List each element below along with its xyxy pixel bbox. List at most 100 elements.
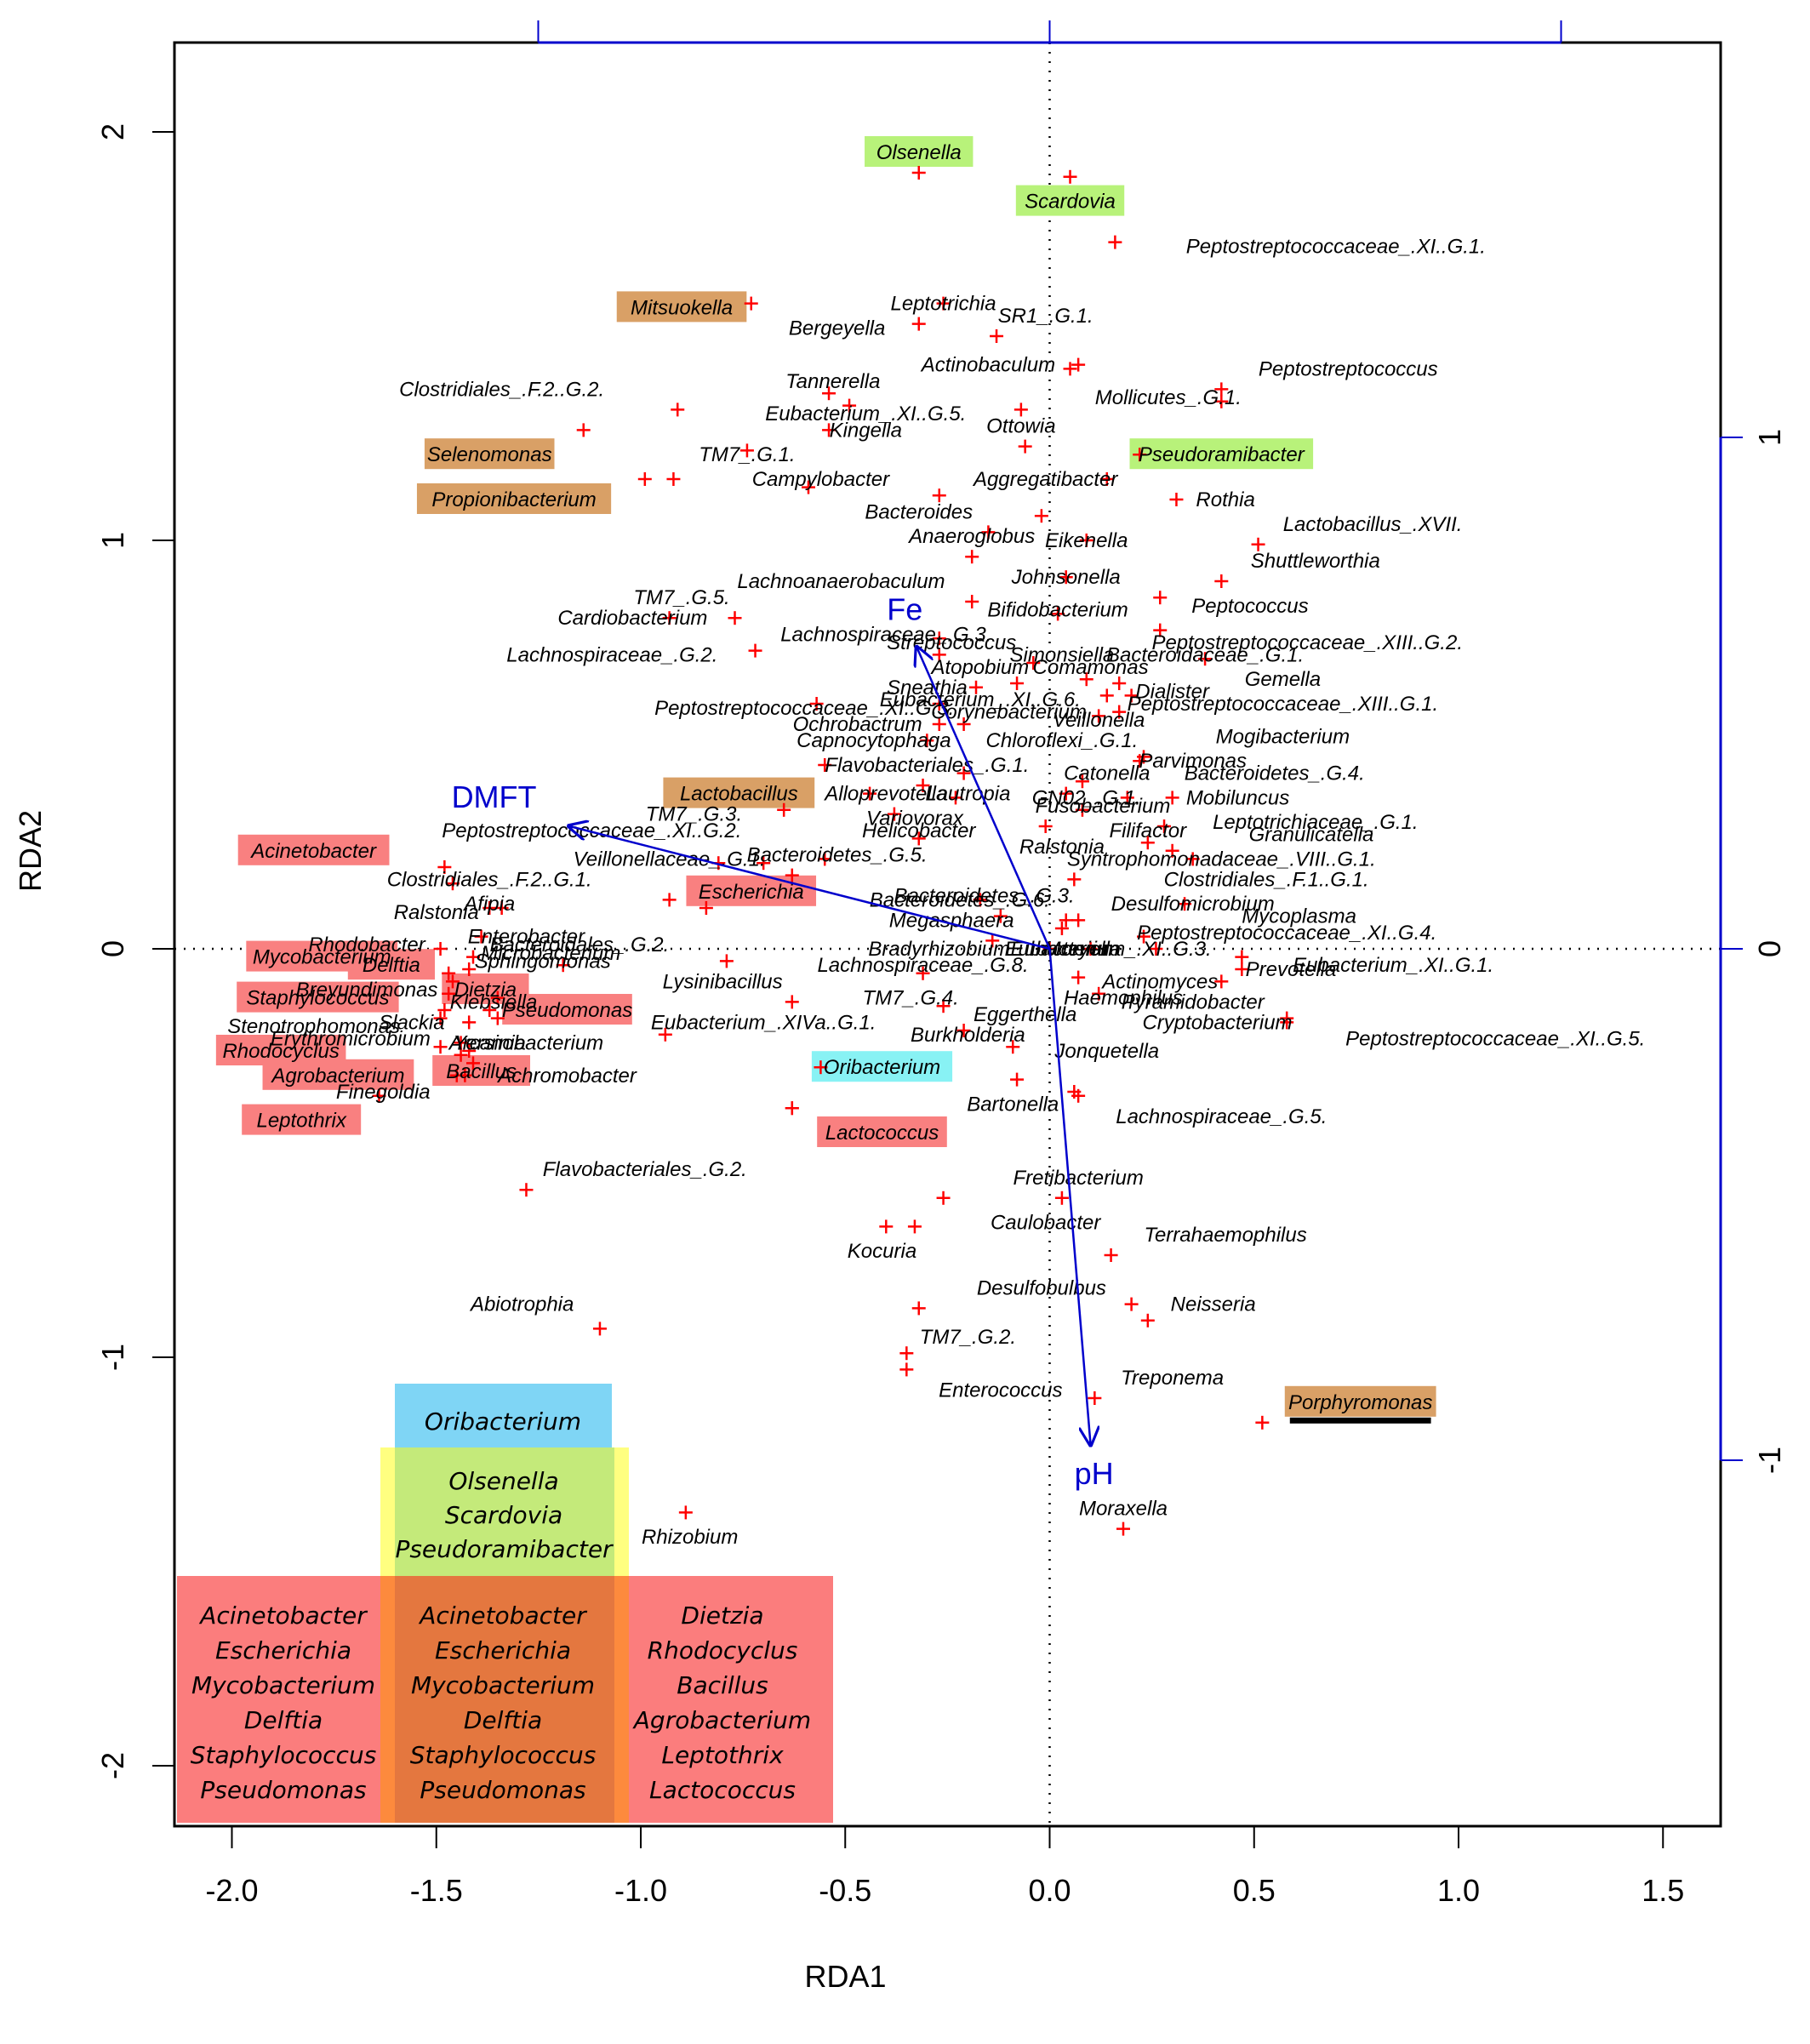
point-marker [1137,929,1151,944]
point-marker [1059,786,1073,801]
species-label: Tannerella [785,370,880,393]
point-marker [454,1048,468,1062]
species-label: Slackia [379,1011,444,1034]
species-label: Caulobacter [991,1212,1101,1235]
point-marker [1099,688,1114,703]
point-marker [442,966,456,980]
point-marker [494,901,509,915]
env-label-ph: pH [1075,1456,1114,1491]
point-marker [785,995,799,1009]
species-label: Dietzia [454,979,517,1002]
species-label: Eubacterium_.XI..G.5. [765,403,966,425]
species-label: Breyundimonas [296,979,438,1002]
point-marker [1006,1040,1020,1054]
species-label: Comamonas [1033,656,1149,679]
species-label: Campylobacter [752,468,890,491]
point-marker [1178,897,1192,911]
species-label: Bacteroidetes_.G.4. [1185,762,1365,785]
species-label: Enterococcus [939,1379,1062,1402]
y-tick-label: 1 [95,532,130,549]
point-marker [1104,1248,1118,1262]
species-label: Alloprevotella [823,783,947,806]
species-label: Lachnospiraceae_.G.8. [817,954,1028,977]
env-arrow-fe [916,647,1051,950]
legend-item: Delftia [464,1706,542,1734]
species-label: Eubacterium_.XIVa..G.1. [651,1011,876,1034]
point-marker [445,876,460,891]
species-label: Peptostreptococcaceae_.XIII..G.2. [1151,631,1463,654]
species-label: Bartonella [967,1093,1059,1116]
point-marker [1198,652,1213,666]
point-marker [1255,1415,1270,1430]
point-marker [802,480,816,494]
point-marker [744,296,758,311]
label-highlight-brown [616,291,747,323]
species-label: Simonsiella [1010,643,1115,666]
species-label: Actinobaculum [920,354,1055,377]
species-label: Abiotrophia [469,1293,574,1316]
point-marker [907,1219,922,1234]
species-label: Mobiluncus [1186,786,1289,809]
point-marker [592,1322,607,1336]
point-marker [887,807,901,821]
point-marker [920,734,934,748]
species-label: Bacteroidaceae_.G.1. [1106,643,1304,666]
orange-center-box [395,1576,614,1823]
species-label: Bacteroidetes_.G.6. [870,888,1050,911]
point-marker [1088,1391,1102,1405]
species-label: Ochrobactrum [793,713,922,736]
point-marker [1140,1313,1155,1327]
species-label: Escherichia [699,881,804,904]
point-marker [879,1219,894,1234]
point-marker [465,1056,480,1071]
point-marker [822,386,836,401]
y-tick-label: -1 [95,1344,130,1371]
species-label: Finegoldia [336,1081,431,1104]
point-marker [965,550,979,564]
right-tick-label: 0 [1752,940,1787,957]
point-marker [678,1505,693,1520]
species-label: Peptostreptococcaceae_.XIII..G.1. [1128,693,1439,716]
label-highlight-red [242,1104,362,1135]
point-marker [1133,448,1147,462]
label-highlight-brown [416,483,612,514]
species-label: Delftia [363,954,420,977]
species-label: Scardovia [1025,191,1116,214]
point-marker [899,1362,914,1377]
point-marker [1120,791,1134,805]
species-label: Ottowia [986,415,1055,438]
legend-item: Escherichia [435,1636,571,1664]
species-label: Agrobacterium [270,1065,404,1088]
point-marker [442,986,456,1001]
point-marker [1124,688,1139,703]
point-marker [1214,974,1229,989]
point-marker [433,1011,448,1025]
species-label: Lactococcus [825,1122,939,1145]
point-marker [1067,872,1082,887]
species-label: Lachnospiraceae_.G.5. [1116,1105,1327,1128]
point-marker [1018,439,1032,454]
species-label: Fretibacterium [1013,1167,1143,1190]
species-label: Bacillus [446,1060,517,1083]
point-marker [1013,403,1028,417]
point-marker [956,1024,971,1037]
oribacterium-box [395,1384,612,1448]
point-marker [1108,235,1122,249]
species-label: Peptostreptococcaceae_.XI..G.5. [1345,1028,1645,1051]
species-label: Peptostreptococcaceae_.XI..G.1. [1186,235,1486,258]
point-marker [911,831,926,846]
species-label: Peptostreptococcaceae_.XI..G.2. [442,819,741,842]
point-marker [1083,942,1098,956]
label-underline [1289,1417,1431,1424]
species-label: Leptothrix [256,1110,346,1133]
point-marker [1075,774,1089,789]
species-label: Jonquetella [1053,1040,1159,1063]
legend-item: Rhodocyclus [648,1636,798,1664]
point-marker [969,680,984,694]
legend-item: Pseudomonas [420,1776,585,1804]
point-marker [1063,169,1077,184]
species-label: Flavobacteriales_.G.2. [543,1158,747,1181]
point-marker [458,1068,472,1082]
species-label: Bradyrhizobium [868,938,1010,961]
species-label: Eubacterium_.XI..G.1. [1293,954,1493,977]
